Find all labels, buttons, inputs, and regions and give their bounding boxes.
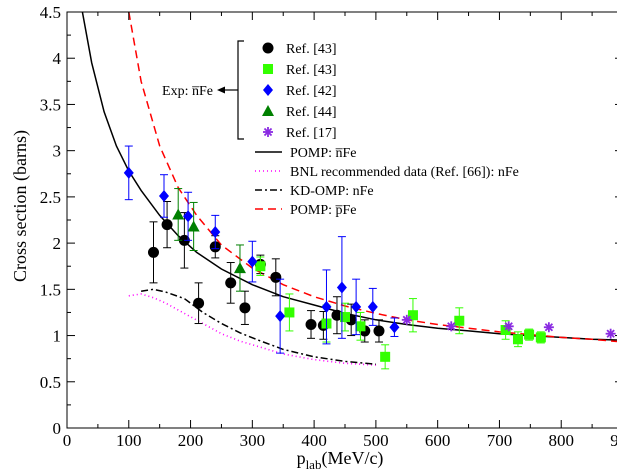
data-point <box>147 246 159 258</box>
data-point <box>161 219 173 231</box>
x-tick-label: 0 <box>63 431 72 450</box>
data-point <box>524 329 535 340</box>
data-point <box>187 220 200 232</box>
plot-frame <box>66 11 617 429</box>
data-point <box>123 166 134 179</box>
data-point-stroke <box>504 322 513 331</box>
x-tick-label: 600 <box>425 431 451 450</box>
data-point <box>193 297 205 309</box>
data-point <box>305 318 317 330</box>
curve-1 <box>128 293 376 366</box>
legend-marker-stroke <box>263 127 273 137</box>
legend-arrowhead <box>217 86 225 94</box>
y-tick-label: 4 <box>53 49 62 68</box>
legend-label: Ref. [42] <box>286 84 337 99</box>
x-tick-label: 200 <box>178 431 204 450</box>
y-tick-label: 3 <box>53 142 62 161</box>
data-point <box>336 281 347 294</box>
data-point <box>210 226 221 239</box>
data-point-stroke <box>606 329 615 338</box>
data-point <box>446 321 457 332</box>
data-point <box>503 321 514 332</box>
legend-label: Ref. [44] <box>286 105 337 120</box>
data-point <box>275 310 286 323</box>
x-axis-title-unit: (MeV/c) <box>321 448 383 469</box>
data-point <box>535 332 546 343</box>
y-tick-label: 4.5 <box>40 3 61 22</box>
data-point <box>380 351 391 362</box>
data-point <box>247 255 258 268</box>
legend-bracket <box>237 40 244 140</box>
legend-group-label: Exp: n̅Fe <box>162 84 213 99</box>
legend-marker <box>263 64 273 74</box>
data-point <box>183 210 194 223</box>
plot-area <box>81 12 617 370</box>
data-point <box>172 208 185 220</box>
data-point <box>233 262 246 274</box>
series-4 <box>401 314 616 339</box>
x-tick-label: 700 <box>487 431 513 450</box>
data-point <box>454 315 465 326</box>
axes: 0 100 200 300 400 500 600 700 800 900 0 0.5 1 1.5 2 2.5… <box>40 3 617 450</box>
data-point-stroke <box>447 322 456 331</box>
series-2 <box>123 145 400 354</box>
legend-label: POMP: n̅Fe <box>290 146 357 161</box>
legend-label: Ref. [17] <box>286 126 337 141</box>
data-point-stroke <box>402 315 411 325</box>
data-point <box>255 261 266 272</box>
y-tick-label: 0 <box>53 419 62 438</box>
legend-label: BNL recommended data (Ref. [66]): nFe <box>290 165 519 180</box>
data-point <box>512 334 523 345</box>
data-point <box>331 309 343 321</box>
x-axis-title-main: p <box>297 448 306 468</box>
legend-label: POMP: p̅Fe <box>290 203 357 218</box>
series-3 <box>172 188 246 292</box>
data-point <box>389 321 400 334</box>
data-point <box>355 321 366 332</box>
x-tick-label: 300 <box>240 431 266 450</box>
series-1 <box>255 256 546 370</box>
legend-marker <box>262 42 274 54</box>
legend-marker <box>262 105 274 116</box>
data-point <box>158 189 169 202</box>
data-point <box>225 277 237 289</box>
x-axis-title: plab(MeV/c) <box>297 448 384 471</box>
data-point <box>605 328 616 339</box>
data-point <box>351 300 362 313</box>
legend-label: Ref. [43] <box>286 42 337 57</box>
y-tick-label: 0.5 <box>40 373 61 392</box>
legend: Ref. [43] Ref. [43] Ref. [42] Ref. [44] Ref.… <box>162 40 519 218</box>
data-point <box>407 310 418 321</box>
y-tick-label: 1.5 <box>40 280 61 299</box>
y-tick-label: 2.5 <box>40 188 61 207</box>
x-tick-label: 100 <box>116 431 142 450</box>
x-tick-label: 800 <box>548 431 574 450</box>
legend-label: Ref. [43] <box>286 63 337 78</box>
data-point <box>340 312 350 323</box>
data-point <box>401 314 412 325</box>
data-point <box>270 271 282 283</box>
data-point <box>543 322 554 333</box>
y-tick-label: 1 <box>53 327 62 346</box>
x-tick-label: 900 <box>610 431 617 450</box>
data-point-stroke <box>544 323 554 332</box>
x-tick-label: 500 <box>363 431 389 450</box>
y-tick-label: 2 <box>53 234 62 253</box>
legend-marker <box>263 84 273 96</box>
x-tick-label: 400 <box>301 431 327 450</box>
y-axis-title: Cross section (barns) <box>10 130 31 282</box>
data-point <box>321 300 332 313</box>
curve-2 <box>140 288 376 365</box>
data-point <box>367 300 378 313</box>
x-axis-title-sub: lab <box>306 457 322 471</box>
y-tick-label: 3.5 <box>40 95 61 114</box>
data-point <box>239 302 251 314</box>
legend-marker <box>263 127 273 137</box>
legend-label: KD-OMP: nFe <box>290 184 374 199</box>
data-point <box>284 307 295 318</box>
data-point <box>373 325 385 337</box>
